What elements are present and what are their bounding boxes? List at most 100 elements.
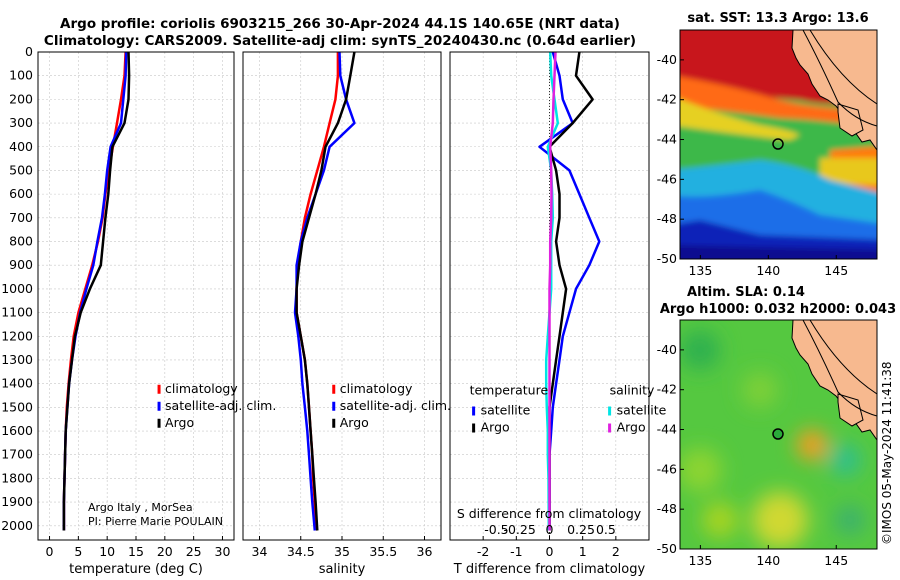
x-axis-label: temperature (deg C) [69,562,203,577]
x-tick-label: 0 [46,544,54,559]
x-tick-label: -2 [477,544,489,559]
map-x-tick-label: 140 [756,553,780,568]
y-tick-label: 1800 [1,470,33,485]
y-tick-label: 1500 [1,399,33,414]
diff-panel-top-xlabel: S difference from climatology [457,506,642,521]
map-y-tick-label: -46 [657,461,677,476]
y-tick-label: 2000 [1,518,33,533]
legend-label: Argo [617,419,646,434]
y-tick-label: 1300 [1,352,33,367]
y-tick-label: 200 [9,91,33,106]
map-y-tick-label: -48 [657,501,677,516]
x-tick-label-secondary: -0.25 [503,522,535,537]
map-y-tick-label: -40 [657,342,677,357]
y-tick-label: 100 [9,68,33,83]
difference-panel: -2 -1 0 1 2 T difference from climatology temp… [449,51,667,577]
series-line [295,51,356,531]
sst-map [679,29,878,260]
legend-label: satellite-adj. clim. [340,398,451,413]
series-line [548,51,557,531]
x-axis-label: T difference from climatology [453,562,646,577]
map-y-tick-label: -46 [657,171,677,186]
legend-group-title: salinity [610,382,655,397]
map-y-tick-label: -42 [657,92,677,107]
map-y-tick-label: -48 [657,211,677,226]
x-tick-label: 34 [252,544,268,559]
map-y-tick-label: -44 [657,132,677,147]
sst-map-axes: 135 140 145 -40 -42 -44 -46 -48 -50 [657,52,849,278]
y-tick-label: 1600 [1,423,33,438]
source-credit: Argo Italy , MorSea [88,501,193,514]
y-tick-label: 1900 [1,494,33,509]
y-tick-label: 700 [9,210,33,225]
sla-map [679,319,878,550]
legend-label: climatology [165,381,238,396]
y-tick-label: 1100 [1,305,33,320]
sst-map-title: sat. SST: 13.3 Argo: 13.6 [687,11,868,26]
legend-label: satellite-adj. clim. [165,398,276,413]
series-line [293,51,356,531]
map-y-tick-label: -44 [657,422,677,437]
legend-group-title: temperature [470,382,549,397]
salinity-panel: 34 34.5 35 35.5 36 salinity climatology satelli… [242,51,451,577]
x-tick-label: 35.5 [369,544,397,559]
map-y-tick-label: -42 [657,382,677,397]
title-line-2: Climatology: CARS2009. Satellite-adj cli… [44,33,636,49]
map-x-tick-label: 135 [688,263,712,278]
x-tick-label: 36 [417,544,433,559]
map-y-tick-label: -50 [657,541,677,556]
imos-stamp: ©IMOS 05-May-2024 11:41:38 [880,361,894,545]
series-line [295,52,340,531]
sla-map-title-2: Argo h1000: 0.032 h2000: 0.043 [660,302,896,317]
legend-label: Argo [340,415,369,430]
legend-label: satellite [481,402,531,417]
y-tick-label: 1400 [1,376,33,391]
y-tick-label: 1700 [1,447,33,462]
legend-label: Argo [481,419,510,434]
y-tick-label: 500 [9,162,33,177]
x-tick-label: 10 [99,544,115,559]
series-line [62,51,127,531]
map-y-tick-label: -50 [657,251,677,266]
y-tick-label: 600 [9,186,33,201]
y-tick-label: 900 [9,257,33,272]
map-x-tick-label: 135 [688,553,712,568]
x-tick-label-secondary: 0.25 [567,522,595,537]
temperature-panel: 0 5 10 15 20 25 30 temperature (deg C) 0 100 200 30… [1,44,276,577]
legend-label: climatology [340,381,413,396]
x-tick-label: 2 [612,544,620,559]
x-tick-label-secondary: 0.5 [596,522,616,537]
title-line-1: Argo profile: coriolis 6903215_266 30-Ap… [60,16,620,32]
x-tick-label: 0 [546,544,554,559]
y-tick-label: 800 [9,234,33,249]
x-tick-label: 35 [334,544,350,559]
x-tick-label-secondary: -0.5 [484,522,508,537]
map-y-tick-label: -40 [657,52,677,67]
y-tick-label: 0 [25,44,33,59]
x-tick-label: -1 [510,544,522,559]
sla-map-axes: 135 140 145 -40 -42 -44 -46 -48 -50 [657,342,849,568]
y-tick-label: 1200 [1,328,33,343]
y-tick-label: 1000 [1,281,33,296]
x-tick-label: 25 [186,544,202,559]
x-tick-label: 30 [215,544,231,559]
x-tick-label: 1 [579,544,587,559]
legend-label: satellite [617,402,667,417]
pi-credit: PI: Pierre Marie POULAIN [88,515,223,528]
map-x-tick-label: 145 [824,263,848,278]
x-tick-label: 20 [157,544,173,559]
legend-label: Argo [165,415,194,430]
series-line [544,51,560,531]
map-x-tick-label: 145 [824,553,848,568]
y-tick-label: 400 [9,139,33,154]
x-tick-label-secondary: 0 [546,522,554,537]
map-x-tick-label: 140 [756,263,780,278]
x-tick-label: 34.5 [287,544,315,559]
series-line [62,51,131,531]
y-tick-label: 300 [9,115,33,130]
x-tick-label: 5 [74,544,82,559]
sla-map-title-1: Altim. SLA: 0.14 [687,285,805,300]
x-tick-label: 15 [128,544,144,559]
series-line [548,51,594,531]
